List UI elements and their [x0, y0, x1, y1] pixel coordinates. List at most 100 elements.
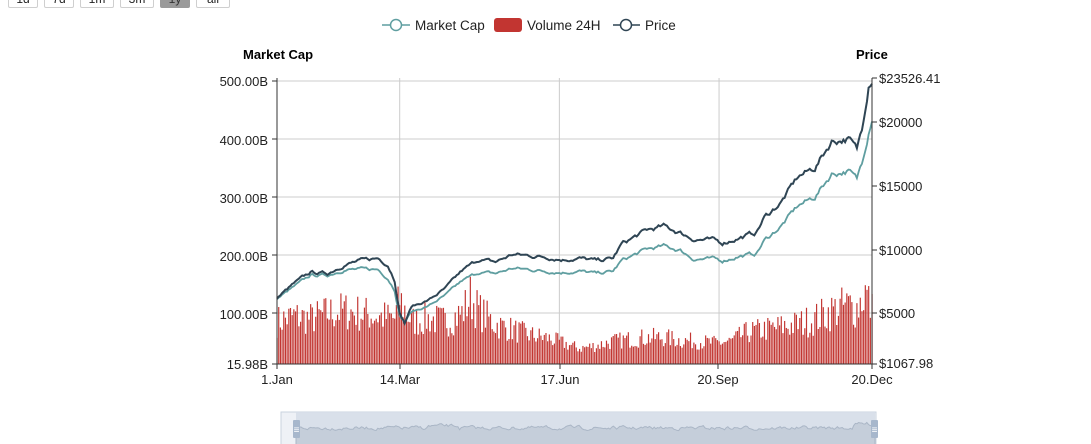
- volume-bar: [627, 332, 629, 364]
- volume-bar: [711, 337, 713, 364]
- volume-bar: [636, 346, 638, 364]
- volume-bar: [631, 345, 633, 364]
- volume-bar: [752, 322, 754, 364]
- volume-bar: [779, 325, 781, 364]
- volume-bar: [518, 322, 520, 364]
- volume-bar: [790, 322, 792, 364]
- volume-bar: [456, 325, 458, 364]
- volume-bar: [397, 286, 399, 364]
- legend-item-price[interactable]: Price: [613, 18, 676, 33]
- volume-bar: [731, 338, 734, 364]
- volume-bar: [471, 319, 473, 364]
- volume-bar: [454, 312, 456, 364]
- volume-bar: [792, 332, 794, 364]
- volume-bar: [784, 320, 786, 364]
- range-button-3m[interactable]: 3m: [120, 0, 154, 8]
- volume-bar: [389, 313, 391, 364]
- volume-bar: [671, 331, 673, 364]
- volume-bar: [745, 322, 747, 364]
- volume-bar: [318, 309, 320, 364]
- volume-bar: [723, 342, 725, 364]
- volume-bar: [352, 311, 354, 364]
- legend-item-market-cap[interactable]: Market Cap: [382, 18, 485, 33]
- volume-bar: [735, 331, 737, 364]
- range-button-all[interactable]: all: [196, 0, 230, 8]
- volume-bar: [772, 322, 774, 364]
- left-tick-label: 200.00B: [220, 249, 268, 264]
- volume-bar: [306, 311, 308, 364]
- volume-bar: [372, 323, 374, 364]
- range-button-1y[interactable]: 1y: [160, 0, 190, 8]
- volume-bar: [510, 317, 512, 364]
- volume-bar: [384, 302, 386, 364]
- volume-bar: [557, 333, 559, 364]
- volume-bar: [810, 323, 813, 364]
- volume-bar: [834, 299, 836, 364]
- zoom-navigator[interactable]: ≡ ≡: [280, 411, 878, 444]
- x-tick-label: 17.Jun: [540, 372, 579, 387]
- volume-bar: [789, 334, 791, 364]
- volume-bar: [785, 327, 787, 364]
- volume-bar: [799, 317, 801, 364]
- volume-bar: [444, 312, 446, 364]
- volume-bar: [742, 335, 744, 364]
- volume-bar: [474, 328, 476, 364]
- volume-bar: [869, 317, 871, 364]
- volume-bar: [694, 344, 697, 364]
- volume-bar: [415, 310, 418, 364]
- volume-bar: [320, 310, 322, 364]
- x-tick-label: 1.Jan: [261, 372, 293, 387]
- volume-bar: [700, 343, 702, 364]
- zoom-handle-left[interactable]: ≡: [293, 420, 300, 438]
- price-line: [276, 83, 873, 327]
- left-tick-label: 500.00B: [220, 74, 268, 89]
- volume-bar: [777, 317, 779, 364]
- volume-bar: [392, 317, 394, 364]
- volume-bar: [795, 314, 798, 364]
- volume-bar: [563, 347, 566, 364]
- zoom-handle-right[interactable]: ≡: [871, 420, 878, 438]
- volume-bar: [473, 303, 475, 364]
- volume-bar: [706, 337, 708, 364]
- volume-bar: [684, 338, 687, 364]
- legend-item-volume[interactable]: Volume 24H: [494, 18, 601, 33]
- volume-bar: [437, 307, 439, 364]
- volume-bar: [666, 332, 668, 364]
- range-button-1m[interactable]: 1m: [80, 0, 114, 8]
- volume-bar: [550, 340, 552, 364]
- range-button-7d[interactable]: 7d: [44, 0, 74, 8]
- volume-bar: [565, 341, 567, 364]
- volume-bar: [726, 340, 729, 364]
- volume-bar: [842, 304, 845, 364]
- volume-bar: [426, 328, 428, 364]
- volume-bar: [446, 328, 448, 364]
- volume-bar: [800, 311, 803, 364]
- volume-bar: [866, 289, 868, 364]
- range-button-1d[interactable]: 1d: [8, 0, 38, 8]
- volume-bar: [489, 314, 492, 364]
- volume-bar: [762, 336, 764, 364]
- volume-bar: [367, 313, 369, 364]
- volume-bar: [654, 339, 656, 364]
- legend: Market Cap Volume 24H Price: [382, 18, 676, 33]
- volume-bar: [330, 299, 332, 364]
- volume-bar: [434, 332, 436, 364]
- volume-bar: [427, 314, 429, 364]
- volume-bar: [605, 340, 608, 364]
- volume-bar: [814, 312, 816, 364]
- volume-bar: [849, 295, 851, 364]
- volume-bar: [589, 343, 591, 364]
- volume-bar: [686, 339, 688, 364]
- volume-bar: [688, 341, 690, 364]
- volume-bar: [701, 348, 703, 364]
- volume-bar: [740, 337, 742, 364]
- volume-bar: [394, 318, 396, 364]
- volume-bar: [602, 346, 604, 364]
- volume-bar: [585, 346, 587, 364]
- volume-bar: [355, 324, 357, 364]
- volume-bar: [821, 298, 823, 364]
- volume-bar: [407, 321, 409, 364]
- volume-bar: [782, 333, 784, 364]
- x-tick-label: 20.Sep: [697, 372, 738, 387]
- volume-bar: [819, 326, 821, 364]
